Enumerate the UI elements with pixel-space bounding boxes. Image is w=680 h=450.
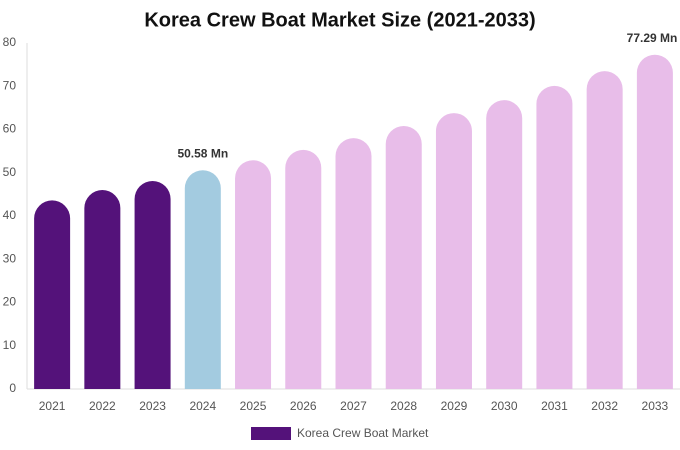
bar — [536, 85, 573, 389]
y-tick-label: 70 — [3, 78, 17, 92]
bar — [385, 126, 422, 390]
data-label: 77.29 Mn — [627, 31, 678, 45]
bar — [34, 200, 71, 389]
bar — [134, 180, 171, 389]
y-tick-label: 20 — [3, 295, 17, 309]
bar — [184, 170, 221, 389]
bar — [435, 113, 472, 389]
y-tick-label: 50 — [3, 165, 17, 179]
bar — [84, 190, 121, 389]
x-tick-label: 2032 — [591, 399, 618, 413]
y-tick-label: 10 — [3, 338, 17, 352]
bar — [285, 149, 322, 389]
x-tick-label: 2028 — [390, 399, 417, 413]
bar — [586, 71, 623, 390]
bar — [636, 54, 673, 390]
y-tick-label: 40 — [3, 208, 17, 222]
x-tick-label: 2024 — [189, 399, 216, 413]
legend-swatch — [251, 427, 291, 440]
x-tick-label: 2030 — [491, 399, 518, 413]
bar — [235, 160, 272, 389]
x-tick-label: 2033 — [642, 399, 669, 413]
y-tick-label: 80 — [3, 35, 17, 49]
x-tick-label: 2031 — [541, 399, 568, 413]
bar — [335, 138, 372, 389]
x-tick-label: 2021 — [39, 399, 66, 413]
data-label: 50.58 Mn — [177, 146, 228, 160]
y-tick-label: 30 — [3, 251, 17, 265]
x-tick-label: 2026 — [290, 399, 317, 413]
bar — [486, 100, 523, 389]
chart-title: Korea Crew Boat Market Size (2021-2033) — [144, 9, 535, 31]
legend-label: Korea Crew Boat Market — [297, 426, 429, 440]
y-tick-label: 0 — [9, 381, 16, 395]
y-tick-label: 60 — [3, 122, 17, 136]
x-tick-label: 2022 — [89, 399, 116, 413]
x-tick-label: 2027 — [340, 399, 367, 413]
x-tick-label: 2029 — [441, 399, 468, 413]
x-tick-label: 2025 — [240, 399, 267, 413]
x-tick-label: 2023 — [139, 399, 166, 413]
